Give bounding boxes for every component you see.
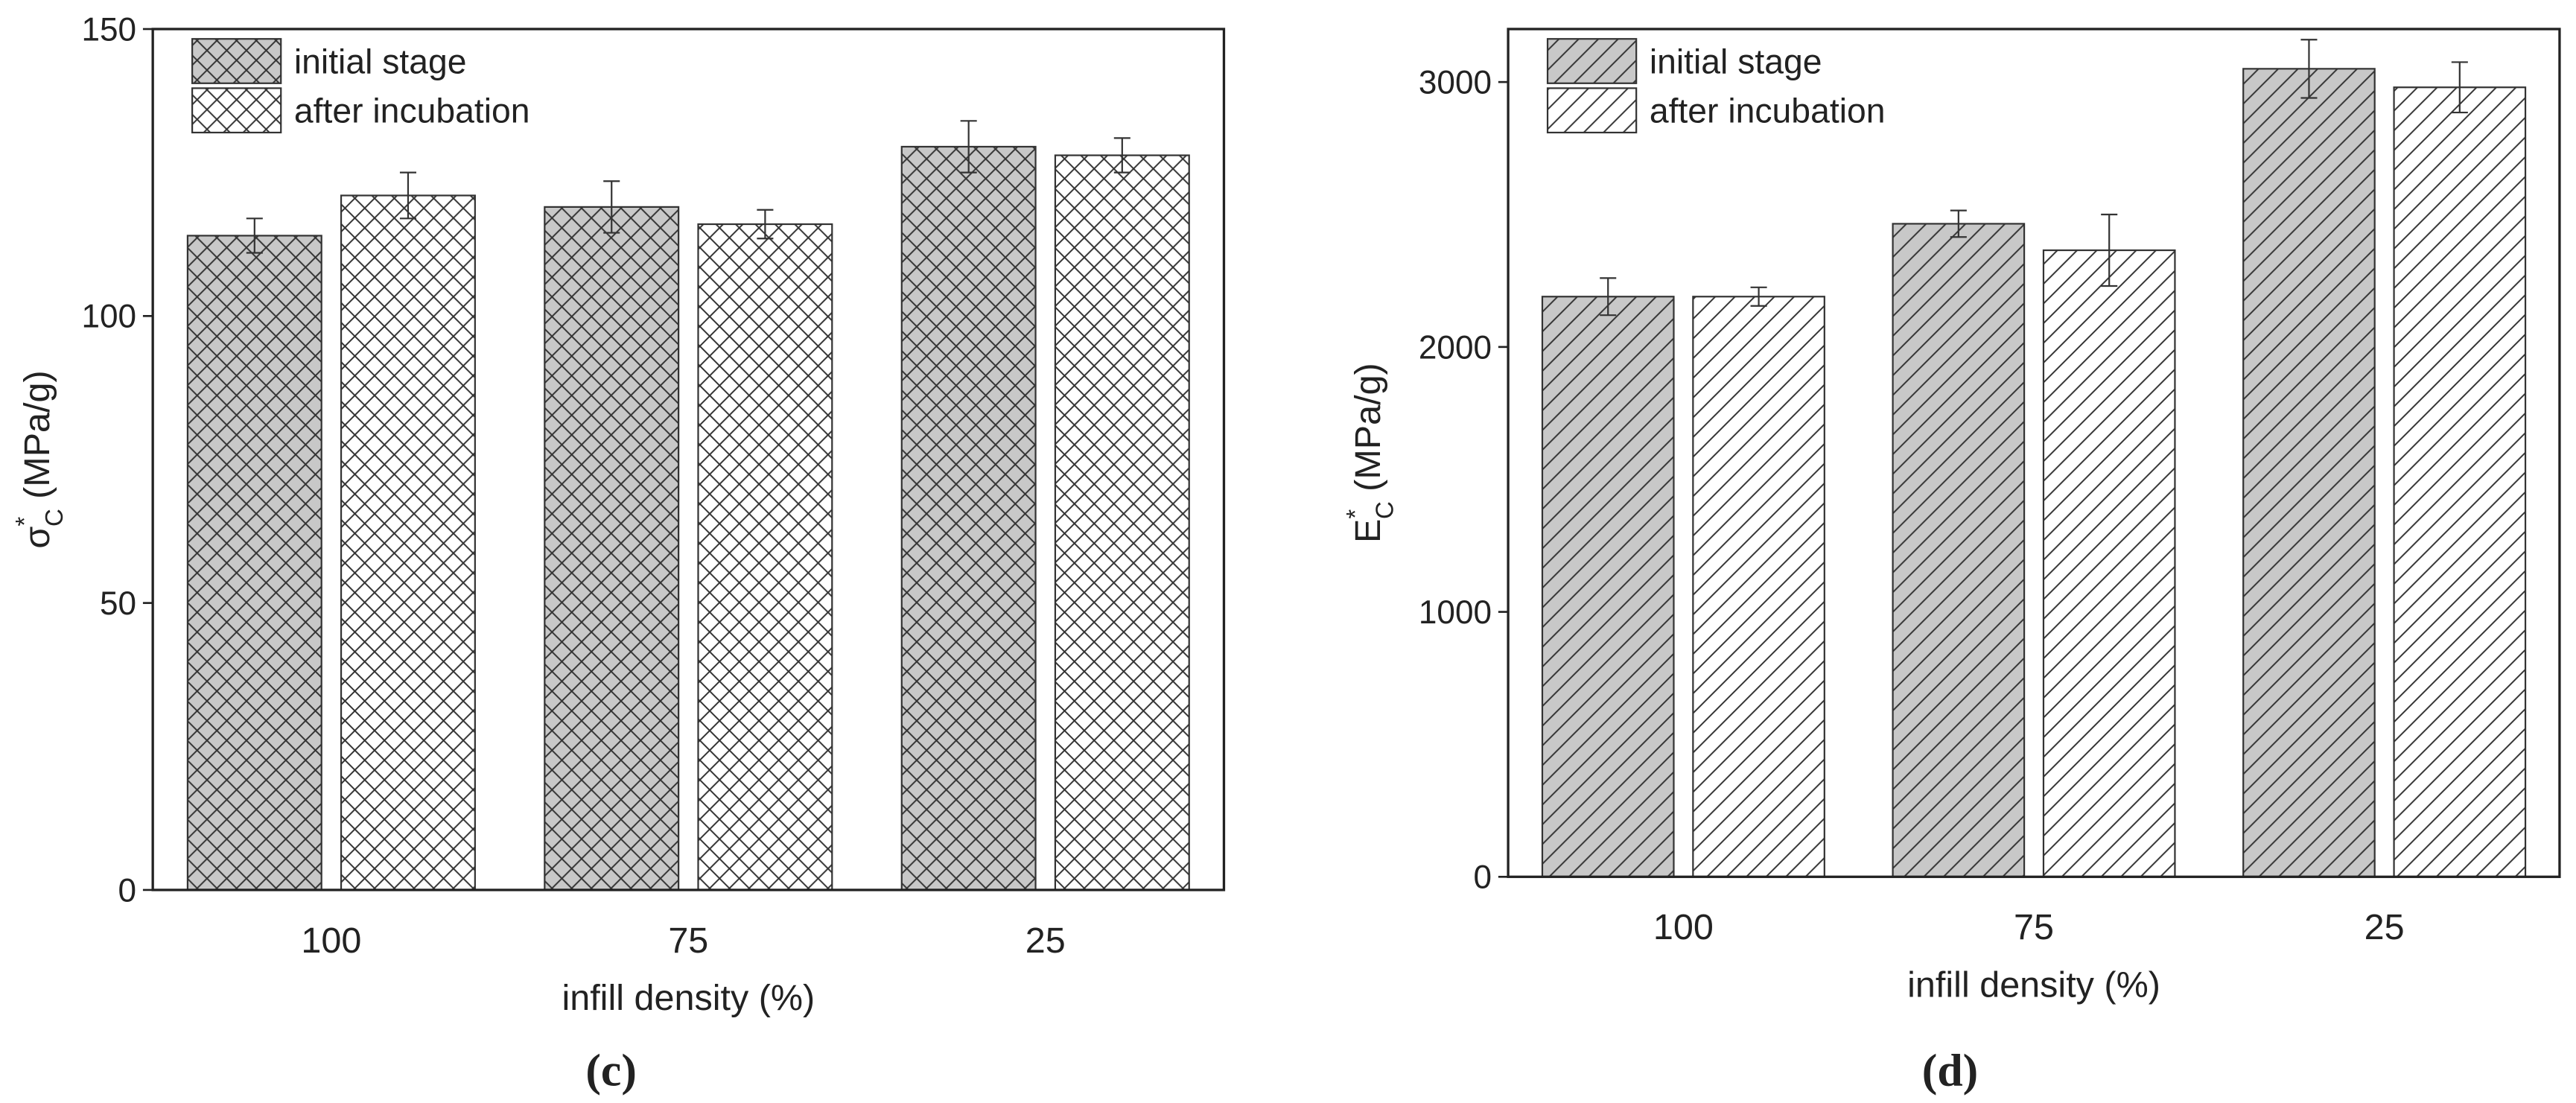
x-tick-label: 25 bbox=[1025, 921, 1066, 961]
bar bbox=[2042, 249, 2176, 878]
y-label-subscript: C bbox=[1372, 501, 1399, 519]
error-bar bbox=[1600, 277, 1617, 317]
bar bbox=[1892, 223, 2026, 878]
x-tick-label: 75 bbox=[668, 921, 708, 961]
x-axis-label: infill density (%) bbox=[562, 978, 815, 1018]
y-label-superscript: * bbox=[11, 517, 39, 527]
error-bar bbox=[2300, 39, 2318, 99]
error-bar bbox=[2451, 61, 2468, 114]
legend-swatch bbox=[191, 87, 282, 134]
y-axis-label: E* C (MPa/g) bbox=[1342, 363, 1399, 543]
y-tick-label: 2000 bbox=[1419, 329, 1492, 366]
bar bbox=[340, 194, 476, 891]
error-bar bbox=[757, 209, 774, 240]
error-bar bbox=[603, 180, 620, 234]
y-tick-label: 0 bbox=[118, 872, 137, 909]
legend-label: initial stage bbox=[294, 42, 467, 81]
x-tick-label: 100 bbox=[1653, 907, 1714, 947]
bar bbox=[900, 145, 1037, 891]
panel-label: (d) bbox=[1922, 1045, 1978, 1096]
error-bar bbox=[1113, 137, 1130, 174]
y-label-subscript: C bbox=[41, 509, 69, 527]
error-bar bbox=[960, 120, 977, 174]
x-axis-label: infill density (%) bbox=[1907, 964, 2160, 1005]
bar bbox=[2393, 86, 2527, 878]
chart: 0 50 100 150 100 75 25 initial stage after incub… bbox=[11, 11, 1226, 1096]
error-bar bbox=[1750, 286, 1767, 307]
plot-frame bbox=[151, 28, 1226, 891]
y-label-unit: (MPa/g) bbox=[17, 370, 57, 499]
x-tick-label: 25 bbox=[2364, 907, 2405, 947]
legend-label: after incubation bbox=[294, 92, 530, 130]
error-bar bbox=[2101, 213, 2118, 287]
x-tick-label: 100 bbox=[301, 921, 361, 961]
y-axis-label: σ* C (MPa/g) bbox=[11, 370, 69, 548]
legend-swatch bbox=[1546, 38, 1638, 84]
y-tick-label: 0 bbox=[1473, 859, 1492, 896]
chart: 0 1000 2000 3000 100 75 25 initial stage after i… bbox=[1342, 28, 2561, 1096]
y-tick-label: 150 bbox=[81, 11, 136, 48]
plot-frame bbox=[1507, 28, 2561, 878]
bar bbox=[186, 235, 322, 891]
bar bbox=[1541, 296, 1675, 878]
y-tick-label: 1000 bbox=[1419, 594, 1492, 631]
y-tick-label: 50 bbox=[100, 585, 136, 622]
y-label-symbol: E bbox=[1348, 519, 1388, 543]
y-label-superscript: * bbox=[1342, 509, 1370, 519]
bar bbox=[2242, 68, 2376, 878]
error-bar bbox=[399, 171, 416, 220]
legend-label: after incubation bbox=[1650, 92, 1886, 130]
y-tick-label: 100 bbox=[81, 299, 136, 335]
error-bar bbox=[246, 217, 263, 254]
panel-label: (c) bbox=[585, 1045, 637, 1096]
y-label-unit: (MPa/g) bbox=[1348, 363, 1388, 492]
bar bbox=[697, 223, 833, 891]
y-tick-label: 3000 bbox=[1419, 65, 1492, 101]
legend-swatch bbox=[1546, 87, 1638, 134]
x-tick-label: 75 bbox=[2014, 907, 2054, 947]
bar bbox=[1054, 154, 1190, 891]
legend-label: initial stage bbox=[1650, 42, 1822, 81]
error-bar bbox=[1950, 209, 1967, 238]
bar bbox=[544, 206, 680, 891]
bar bbox=[1692, 296, 1825, 878]
legend-swatch bbox=[191, 38, 282, 84]
y-label-symbol: σ bbox=[17, 527, 57, 549]
